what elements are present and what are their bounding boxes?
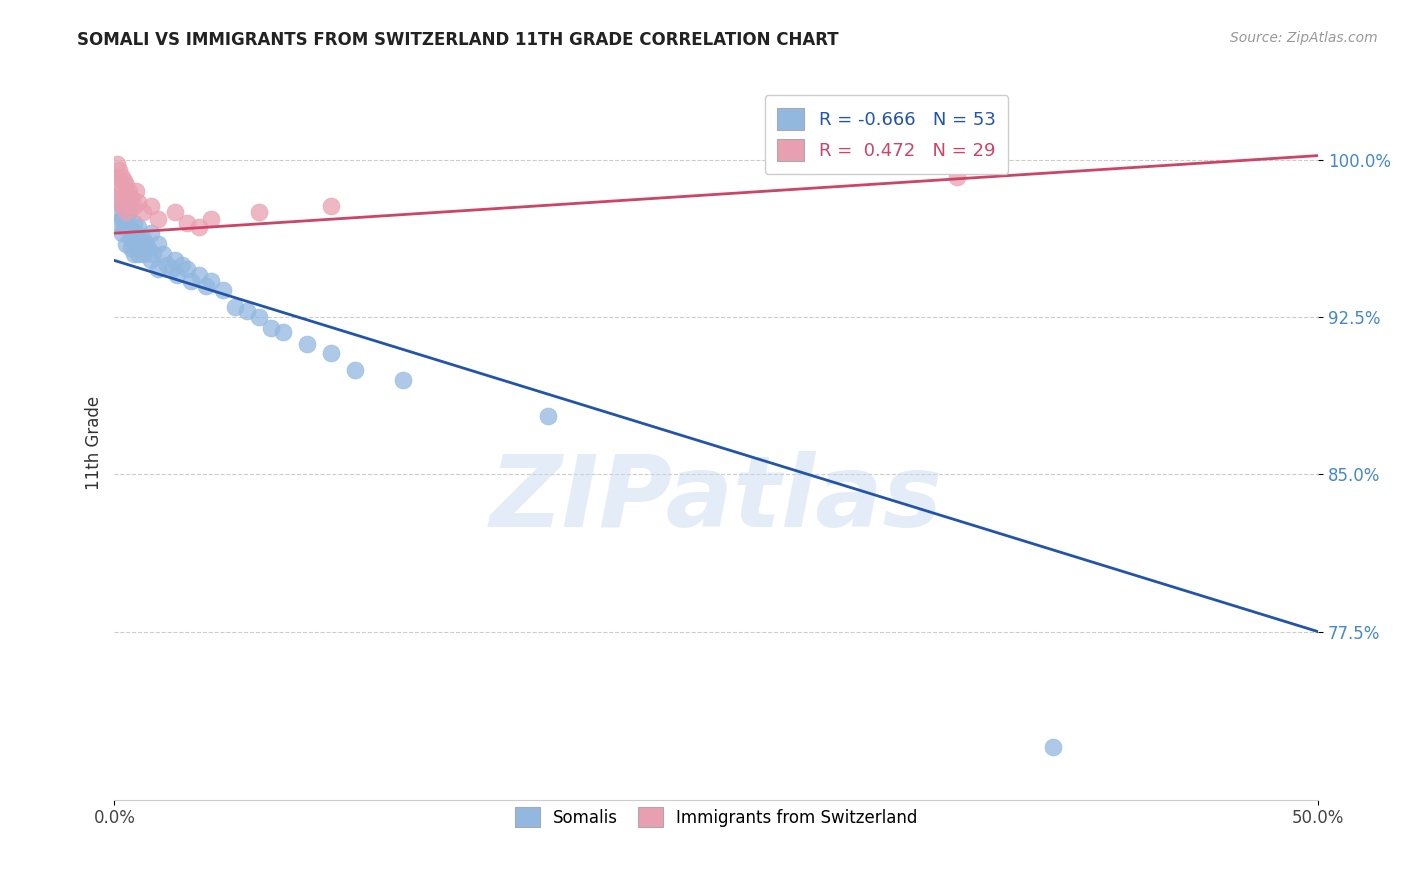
Point	[108, 190, 131, 204]
Point	[392, 373, 415, 387]
Point	[247, 310, 270, 324]
Point	[112, 219, 135, 234]
Point	[111, 211, 134, 226]
Point	[125, 184, 148, 198]
Point	[146, 261, 169, 276]
Point	[122, 247, 145, 261]
Point	[176, 216, 198, 230]
Point	[139, 199, 162, 213]
Point	[132, 247, 155, 261]
Point	[163, 205, 186, 219]
Point	[139, 226, 162, 240]
Point	[112, 190, 135, 204]
Point	[118, 219, 141, 234]
Point	[136, 241, 159, 255]
Point	[132, 205, 155, 219]
Point	[105, 216, 128, 230]
Point	[111, 169, 134, 184]
Point	[170, 258, 193, 272]
Point	[115, 205, 138, 219]
Point	[108, 163, 131, 178]
Point	[105, 169, 128, 184]
Point	[146, 211, 169, 226]
Point	[118, 205, 141, 219]
Text: Source: ZipAtlas.com: Source: ZipAtlas.com	[1230, 31, 1378, 45]
Point	[111, 199, 134, 213]
Point	[180, 275, 202, 289]
Point	[160, 261, 183, 276]
Point	[200, 211, 222, 226]
Point	[122, 199, 145, 213]
Point	[946, 169, 969, 184]
Point	[146, 236, 169, 251]
Point	[247, 205, 270, 219]
Point	[120, 241, 142, 255]
Text: SOMALI VS IMMIGRANTS FROM SWITZERLAND 11TH GRADE CORRELATION CHART: SOMALI VS IMMIGRANTS FROM SWITZERLAND 11…	[77, 31, 839, 49]
Point	[108, 178, 131, 192]
Point	[1042, 740, 1064, 755]
Point	[125, 226, 148, 240]
Point	[319, 199, 342, 213]
Point	[187, 219, 209, 234]
Point	[108, 205, 131, 219]
Point	[108, 194, 131, 209]
Point	[118, 184, 141, 198]
Point	[176, 261, 198, 276]
Point	[163, 253, 186, 268]
Point	[166, 268, 188, 282]
Text: ZIPatlas: ZIPatlas	[489, 451, 943, 549]
Legend: Somalis, Immigrants from Switzerland: Somalis, Immigrants from Switzerland	[508, 800, 925, 834]
Point	[236, 303, 259, 318]
Point	[200, 275, 222, 289]
Point	[120, 190, 142, 204]
Point	[118, 199, 141, 213]
Point	[127, 219, 149, 234]
Point	[115, 178, 138, 192]
Point	[127, 247, 149, 261]
Point	[139, 253, 162, 268]
Point	[156, 258, 179, 272]
Point	[271, 325, 294, 339]
Point	[187, 268, 209, 282]
Point	[132, 232, 155, 246]
Point	[111, 184, 134, 198]
Point	[125, 236, 148, 251]
Point	[194, 278, 217, 293]
Point	[112, 205, 135, 219]
Y-axis label: 11th Grade: 11th Grade	[86, 396, 103, 490]
Point	[112, 174, 135, 188]
Point	[120, 232, 142, 246]
Point	[344, 362, 367, 376]
Point	[115, 211, 138, 226]
Point	[211, 283, 233, 297]
Point	[537, 409, 560, 423]
Point	[105, 157, 128, 171]
Point	[152, 247, 174, 261]
Point	[922, 157, 945, 171]
Point	[224, 300, 246, 314]
Point	[127, 194, 149, 209]
Point	[295, 337, 318, 351]
Point	[135, 236, 157, 251]
Point	[260, 320, 283, 334]
Point	[122, 216, 145, 230]
Point	[319, 345, 342, 359]
Point	[129, 241, 152, 255]
Point	[142, 247, 165, 261]
Point	[111, 226, 134, 240]
Point	[115, 236, 138, 251]
Point	[112, 194, 135, 209]
